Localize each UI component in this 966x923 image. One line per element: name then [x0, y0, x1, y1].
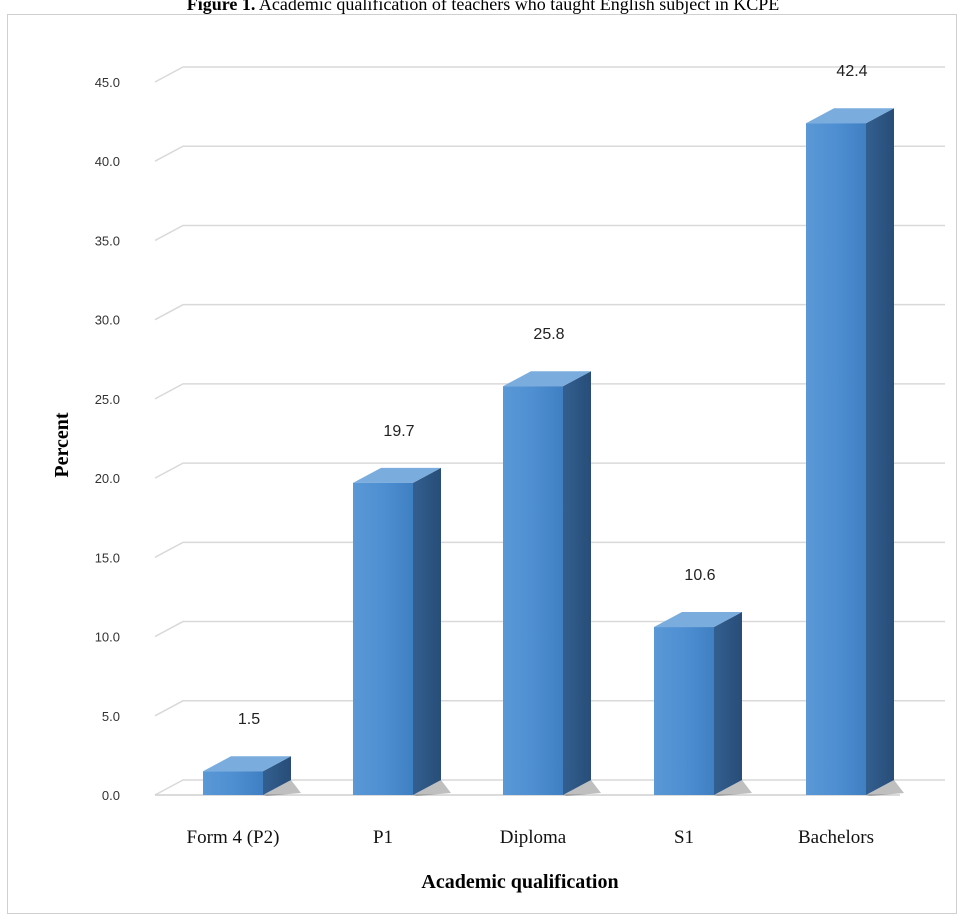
bar: [806, 108, 904, 796]
gridline: [154, 383, 945, 400]
y-tick-label: 15.0: [95, 550, 120, 565]
gridline: [154, 145, 945, 162]
bar: [353, 467, 451, 796]
y-tick-label: 35.0: [95, 233, 120, 248]
data-labels: 1.5 19.7 25.8 10.6 42.4: [238, 63, 868, 728]
gridline: [154, 66, 945, 83]
bar: [654, 612, 752, 796]
data-label: 10.6: [684, 567, 715, 584]
y-tick-label: 0.0: [102, 788, 120, 803]
data-label: 42.4: [836, 63, 867, 80]
data-label: 25.8: [533, 326, 564, 343]
figure-caption-text: Academic qualification of teachers who t…: [258, 0, 780, 14]
y-axis-title: Percent: [51, 412, 73, 477]
figure-caption: Figure 1. Academic qualification of teac…: [0, 0, 966, 15]
y-tick-label: 20.0: [95, 471, 120, 486]
y-tick-label: 40.0: [95, 154, 120, 169]
x-category-label: Bachelors: [798, 827, 874, 848]
y-axis-ticks: 0.0 5.0 10.0 15.0 20.0 25.0 30.0 35.0 40.0 45.0: [95, 75, 120, 803]
y-tick-label: 5.0: [102, 709, 120, 724]
x-category-label: P1: [373, 827, 393, 848]
bar: [503, 371, 601, 796]
gridline: [154, 224, 945, 242]
x-axis-title: Academic qualification: [421, 871, 618, 893]
data-label: 1.5: [238, 711, 260, 728]
y-tick-label: 10.0: [95, 630, 120, 645]
y-tick-label: 25.0: [95, 392, 120, 407]
x-category-label: S1: [674, 827, 694, 848]
gridline: [154, 541, 945, 558]
figure-caption-label: Figure 1.: [186, 0, 256, 14]
x-axis-categories: Form 4 (P2) P1 Diploma S1 Bachelors: [187, 827, 874, 848]
y-tick-label: 45.0: [95, 75, 120, 90]
bar: [203, 756, 301, 796]
gridline: [154, 303, 945, 321]
data-label: 19.7: [383, 423, 414, 440]
chart-frame: [7, 14, 957, 914]
bars: [203, 108, 904, 796]
x-category-label: Form 4 (P2): [187, 827, 280, 848]
gridline: [154, 462, 945, 479]
x-category-label: Diploma: [500, 827, 567, 848]
y-tick-label: 30.0: [95, 313, 120, 328]
